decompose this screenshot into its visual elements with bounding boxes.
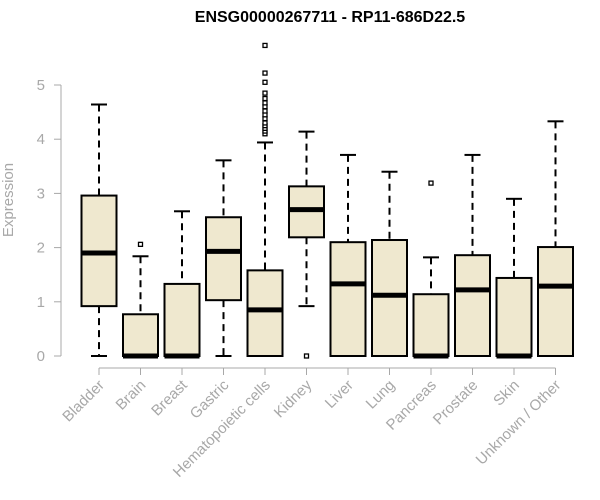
box-lung (371, 170, 408, 357)
box-kidney (288, 130, 325, 359)
x-tick-label: Lung (363, 377, 399, 413)
y-tick-label: 3 (37, 185, 45, 202)
y-tick-label: 0 (37, 348, 45, 365)
iqr-box (495, 276, 533, 357)
iqr-box (454, 254, 491, 357)
outlier-point (262, 100, 268, 106)
box-pancreas (412, 180, 450, 359)
box-unknown-other (537, 120, 574, 357)
y-tick-label: 5 (37, 77, 45, 94)
x-tick-label: Bladder (59, 377, 108, 426)
outlier-point (262, 90, 268, 96)
iqr-box (205, 216, 242, 302)
boxes (80, 42, 574, 359)
outlier-point (262, 108, 268, 114)
y-axis-label: Expression (0, 163, 17, 237)
box-bladder (80, 103, 118, 357)
outlier-point (428, 180, 434, 186)
box-brain (122, 241, 159, 359)
x-tick-label: Skin (490, 377, 523, 410)
box-gastric (205, 159, 242, 357)
box-liver (329, 153, 367, 357)
iqr-box (122, 313, 159, 357)
y-tick-label: 1 (37, 294, 45, 311)
x-tick-label: Breast (148, 376, 191, 419)
outlier-point (137, 241, 144, 247)
x-tick-label: Brain (113, 377, 150, 414)
box-breast (163, 210, 201, 359)
outlier-point (262, 70, 268, 76)
iqr-box (371, 239, 408, 357)
outlier-point (262, 79, 268, 85)
y-tick-label: 4 (37, 131, 45, 148)
iqr-box (412, 293, 450, 358)
iqr-box (537, 246, 574, 357)
outlier-point (303, 353, 310, 359)
outlier-point (262, 42, 268, 49)
chart-title: ENSG00000267711 - RP11-686D22.5 (195, 9, 466, 26)
x-tick-label: Prostate (430, 377, 482, 429)
outlier-point (262, 95, 268, 102)
box-prostate (454, 153, 491, 357)
box-hematopoietic-cells (246, 42, 284, 358)
y-tick-label: 2 (37, 240, 45, 257)
iqr-box (246, 269, 284, 358)
outlier-point (262, 120, 268, 126)
y-axis: 0 1 2 3 4 5 (37, 77, 62, 365)
box-skin (495, 197, 533, 359)
x-tick-label: Kidney (271, 376, 316, 421)
x-tick-label: Liver (322, 377, 357, 412)
iqr-box (329, 241, 367, 357)
iqr-box (163, 282, 201, 357)
